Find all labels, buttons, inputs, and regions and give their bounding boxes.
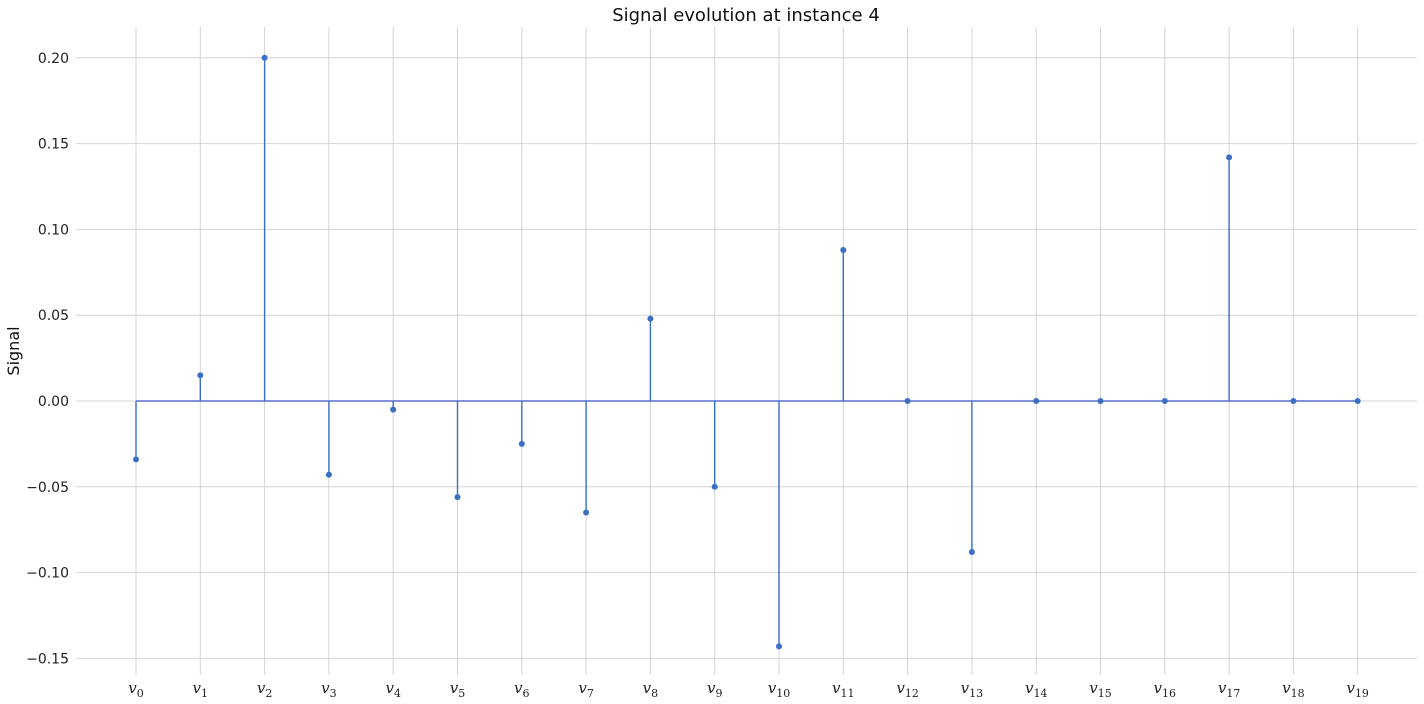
x-tick-label: v15 [1089, 679, 1111, 700]
chart-title: Signal evolution at instance 4 [612, 5, 880, 26]
x-tick-labels: v0 v1 v2 v3 v4 v5 v6 v7 v8 v9 v10 v11 v12 v13 v14 v15 v1… [128, 679, 1369, 700]
stem-marker [325, 471, 332, 478]
x-tick-label: v1 [193, 679, 208, 700]
stem-marker [1226, 154, 1233, 161]
stem-marker [390, 406, 397, 413]
x-tick-label: v19 [1346, 679, 1368, 700]
x-tick-label: v12 [896, 679, 918, 700]
stem-marker [261, 54, 268, 61]
stem-marker [1290, 398, 1297, 404]
markers [133, 54, 1361, 650]
y-tick-label: −0.05 [26, 480, 69, 496]
y-axis-label: Signal [4, 326, 23, 375]
x-tick-label: v8 [643, 679, 658, 700]
grid-lines [76, 27, 1417, 675]
stem-marker [454, 494, 461, 501]
stem-marker [904, 398, 911, 404]
x-tick-label: v16 [1154, 679, 1176, 700]
y-tick-label: 0.20 [38, 51, 69, 67]
x-tick-label: v13 [961, 679, 983, 700]
stem-marker [968, 549, 975, 556]
stem-marker [133, 456, 139, 463]
stem-marker [711, 483, 718, 490]
stem-marker [840, 246, 847, 253]
stem-marker [647, 315, 654, 322]
x-tick-label: v18 [1282, 679, 1304, 700]
y-tick-label: −0.15 [26, 651, 69, 667]
y-tick-label: −0.10 [26, 566, 69, 582]
stems [135, 57, 1230, 647]
y-tick-label: 0.10 [38, 222, 69, 238]
y-tick-labels: −0.15 −0.10 −0.05 0.00 0.05 0.10 0.15 0.20 [26, 51, 69, 668]
x-tick-label: v3 [321, 679, 336, 700]
x-tick-label: v5 [450, 679, 465, 700]
stem-marker [197, 372, 204, 379]
stem-marker [1161, 398, 1168, 404]
stem-marker [1033, 398, 1040, 404]
x-tick-label: v2 [257, 679, 272, 700]
y-tick-label: 0.15 [38, 137, 69, 153]
y-tick-label: 0.00 [38, 394, 69, 410]
x-tick-label: v0 [128, 679, 143, 700]
stem-marker [518, 440, 525, 447]
y-tick-label: 0.05 [38, 308, 69, 324]
stem-marker [776, 643, 782, 650]
x-tick-label: v11 [832, 679, 854, 700]
stem-marker [1354, 398, 1361, 404]
stem-marker [583, 509, 590, 516]
x-tick-label: v10 [768, 679, 790, 700]
x-tick-label: v4 [385, 679, 400, 700]
x-tick-label: v9 [707, 679, 722, 700]
x-tick-label: v17 [1218, 679, 1240, 700]
x-tick-label: v6 [514, 679, 529, 700]
x-tick-label: v7 [578, 679, 593, 700]
x-tick-label: v14 [1025, 679, 1047, 700]
stem-marker [1097, 398, 1104, 404]
